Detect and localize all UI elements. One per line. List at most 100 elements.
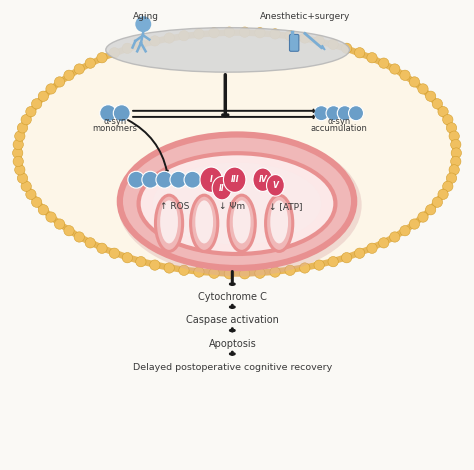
- Ellipse shape: [200, 167, 222, 192]
- Ellipse shape: [120, 134, 354, 268]
- Circle shape: [97, 243, 107, 253]
- Circle shape: [18, 173, 27, 183]
- Circle shape: [314, 106, 329, 121]
- Circle shape: [209, 28, 219, 38]
- Circle shape: [136, 257, 146, 267]
- Circle shape: [438, 189, 448, 199]
- Circle shape: [194, 267, 204, 277]
- Circle shape: [426, 204, 436, 215]
- Text: Apoptosis: Apoptosis: [209, 339, 256, 349]
- Circle shape: [46, 212, 56, 222]
- Text: Cytochrome C: Cytochrome C: [198, 292, 267, 302]
- Circle shape: [348, 106, 364, 121]
- Ellipse shape: [138, 153, 336, 254]
- Circle shape: [285, 31, 295, 41]
- Circle shape: [390, 232, 400, 242]
- Text: Anesthetic+surgery: Anesthetic+surgery: [260, 12, 350, 22]
- Circle shape: [426, 91, 436, 102]
- Ellipse shape: [233, 200, 251, 243]
- Circle shape: [209, 268, 219, 278]
- Circle shape: [18, 123, 27, 133]
- Circle shape: [337, 106, 352, 121]
- Text: IV: IV: [258, 175, 267, 184]
- Circle shape: [224, 269, 235, 279]
- Circle shape: [432, 197, 443, 207]
- Text: II: II: [219, 184, 225, 193]
- Circle shape: [31, 99, 42, 109]
- Ellipse shape: [15, 29, 459, 277]
- Circle shape: [55, 219, 65, 229]
- Circle shape: [285, 265, 295, 275]
- Circle shape: [224, 27, 235, 37]
- Circle shape: [270, 29, 280, 39]
- Text: Delayed postoperative cognitive recovery: Delayed postoperative cognitive recovery: [133, 363, 332, 372]
- Circle shape: [109, 248, 119, 259]
- Text: I: I: [210, 175, 213, 184]
- Circle shape: [447, 173, 456, 183]
- Circle shape: [31, 197, 42, 207]
- Circle shape: [184, 171, 201, 188]
- Circle shape: [367, 53, 377, 63]
- Ellipse shape: [106, 28, 349, 72]
- Circle shape: [179, 265, 189, 275]
- Circle shape: [128, 171, 145, 188]
- Circle shape: [12, 148, 23, 158]
- Ellipse shape: [266, 174, 284, 196]
- Ellipse shape: [195, 200, 213, 243]
- Circle shape: [135, 16, 151, 32]
- Circle shape: [314, 260, 324, 270]
- Circle shape: [326, 106, 341, 121]
- Circle shape: [122, 43, 133, 54]
- Circle shape: [300, 263, 310, 273]
- Ellipse shape: [270, 200, 288, 243]
- Circle shape: [341, 43, 352, 54]
- Circle shape: [156, 171, 173, 188]
- Circle shape: [451, 140, 461, 150]
- Ellipse shape: [118, 133, 362, 276]
- Text: α-syn: α-syn: [328, 118, 351, 126]
- Circle shape: [341, 252, 352, 263]
- Circle shape: [328, 39, 338, 49]
- Circle shape: [46, 84, 56, 94]
- Circle shape: [438, 107, 448, 117]
- Ellipse shape: [155, 195, 182, 251]
- Text: monomers: monomers: [92, 124, 137, 133]
- Circle shape: [255, 268, 265, 278]
- Circle shape: [109, 47, 119, 58]
- Circle shape: [170, 171, 187, 188]
- Circle shape: [400, 226, 410, 236]
- Circle shape: [64, 70, 74, 80]
- Ellipse shape: [253, 168, 273, 191]
- Text: ↓ Ψm: ↓ Ψm: [219, 202, 246, 211]
- Text: α-syn: α-syn: [103, 118, 127, 126]
- Ellipse shape: [265, 195, 293, 251]
- Circle shape: [85, 238, 95, 248]
- Circle shape: [21, 115, 31, 125]
- Circle shape: [400, 70, 410, 80]
- Circle shape: [379, 58, 389, 68]
- Circle shape: [451, 156, 461, 166]
- Circle shape: [74, 64, 84, 74]
- Circle shape: [255, 28, 265, 38]
- Circle shape: [164, 33, 174, 43]
- Ellipse shape: [21, 36, 453, 270]
- Circle shape: [449, 164, 459, 175]
- Ellipse shape: [228, 195, 255, 251]
- Polygon shape: [321, 45, 325, 50]
- Ellipse shape: [223, 167, 246, 192]
- Circle shape: [355, 248, 365, 259]
- Circle shape: [443, 115, 453, 125]
- Circle shape: [136, 39, 146, 49]
- Circle shape: [15, 131, 25, 141]
- Circle shape: [55, 77, 65, 87]
- Circle shape: [409, 219, 419, 229]
- Text: ↑ ROS: ↑ ROS: [161, 202, 190, 211]
- Circle shape: [379, 238, 389, 248]
- Circle shape: [150, 36, 160, 46]
- Circle shape: [13, 140, 23, 150]
- Ellipse shape: [212, 176, 232, 200]
- Circle shape: [367, 243, 377, 253]
- Circle shape: [64, 226, 74, 236]
- Circle shape: [113, 105, 130, 122]
- Text: V: V: [273, 181, 278, 190]
